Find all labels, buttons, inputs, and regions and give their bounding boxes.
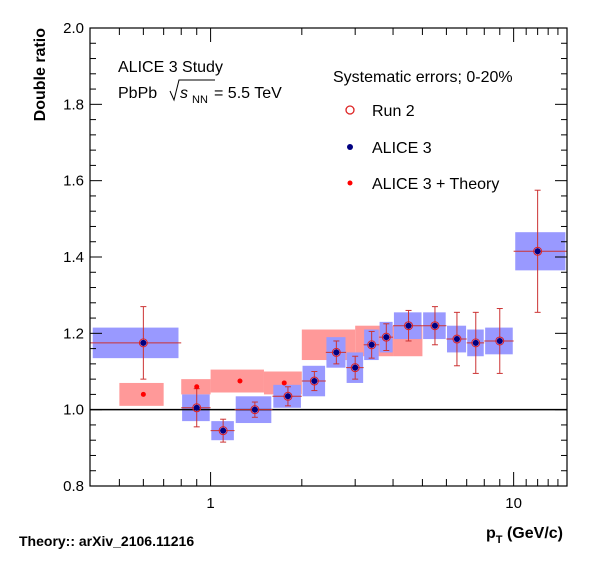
sqrt-variable: s	[180, 85, 188, 102]
collision-system-prefix: PbPb	[118, 85, 157, 102]
run2-point	[430, 321, 440, 331]
alice3-point	[383, 334, 390, 341]
legend-label-run2: Run 2	[372, 103, 415, 120]
x-axis-label: pT (GeV/c)	[486, 525, 563, 546]
alice3-point	[311, 378, 318, 385]
alice3-point	[431, 322, 438, 329]
theory-point	[140, 391, 146, 397]
y-tick-label: 1.0	[63, 402, 84, 419]
theory-point	[281, 380, 287, 386]
legend-marker-theory	[347, 180, 353, 186]
run2-point	[404, 321, 414, 331]
legend: Systematic errors; 0-20% Run 2 ALICE 3 A…	[333, 69, 513, 193]
alice3-point	[284, 393, 291, 400]
y-tick-label: 0.8	[63, 478, 84, 495]
legend-label-alice3: ALICE 3	[372, 140, 432, 157]
run2-point	[381, 332, 391, 342]
run2-point	[309, 376, 319, 386]
theory-reference-footer: Theory:: arXiv_2106.11216	[19, 533, 195, 549]
y-tick-label: 1.8	[63, 96, 84, 113]
alice3-point	[405, 322, 412, 329]
alice3-point	[251, 406, 258, 413]
run2-point	[218, 426, 228, 436]
energy-value: = 5.5 TeV	[214, 85, 282, 102]
alice3-point	[193, 404, 200, 411]
x-axis-ticks: 1 10	[89, 28, 568, 512]
y-tick-label: 2.0	[63, 20, 84, 37]
x-tick-label: 10	[505, 495, 522, 512]
legend-label-theory: ALICE 3 + Theory	[372, 176, 499, 193]
x-tick-label: 1	[206, 495, 214, 512]
collision-system-label: PbPb s NN = 5.5 TeV	[118, 79, 282, 106]
theory-point	[237, 378, 243, 384]
alice3-point	[352, 364, 359, 371]
y-tick-label: 1.2	[63, 325, 84, 342]
alice3-point	[220, 427, 227, 434]
y-tick-label: 1.6	[63, 173, 84, 190]
legend-marker-alice3	[347, 144, 353, 150]
sqrt-sign-icon	[169, 79, 215, 102]
alice3-point	[333, 349, 340, 356]
alice3-point	[534, 248, 541, 255]
theory-point	[194, 384, 200, 390]
run2-point	[283, 391, 293, 401]
run2-point	[331, 347, 341, 357]
data-markers	[138, 246, 543, 436]
run2-point	[471, 338, 481, 348]
alice3-point	[472, 339, 479, 346]
alice3-point	[496, 337, 503, 344]
alice3-point	[453, 336, 460, 343]
run2-point	[350, 363, 360, 373]
alice3-point	[368, 341, 375, 348]
run2-point	[533, 246, 543, 256]
sqrt-subscript: NN	[192, 94, 208, 106]
run2-point	[250, 405, 260, 415]
run2-point	[452, 334, 462, 344]
run2-point	[367, 340, 377, 350]
y-axis-label: Double ratio	[32, 28, 49, 122]
run2-point	[138, 338, 148, 348]
run2-point	[192, 403, 202, 413]
alice3-point	[140, 339, 147, 346]
run2-point	[495, 336, 505, 346]
run2-sys-box	[210, 369, 264, 393]
legend-title: Systematic errors; 0-20%	[333, 69, 513, 86]
y-tick-label: 1.4	[63, 249, 84, 266]
y-axis-ticks: 0.8 1.0 1.2 1.4 1.6 1.8 2.0	[63, 20, 567, 495]
legend-marker-run2	[345, 105, 355, 115]
study-label: ALICE 3 Study	[118, 59, 223, 76]
